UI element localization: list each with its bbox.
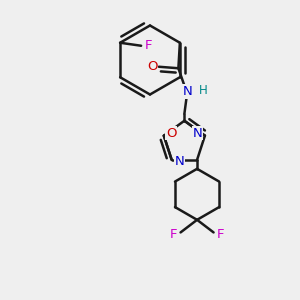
Text: F: F xyxy=(170,228,178,241)
Text: N: N xyxy=(182,85,192,98)
Text: F: F xyxy=(145,39,152,52)
Text: H: H xyxy=(199,84,207,97)
Text: O: O xyxy=(166,127,177,140)
Text: N: N xyxy=(193,127,202,140)
Text: N: N xyxy=(174,155,184,168)
Text: F: F xyxy=(216,228,224,241)
Text: O: O xyxy=(147,60,158,73)
